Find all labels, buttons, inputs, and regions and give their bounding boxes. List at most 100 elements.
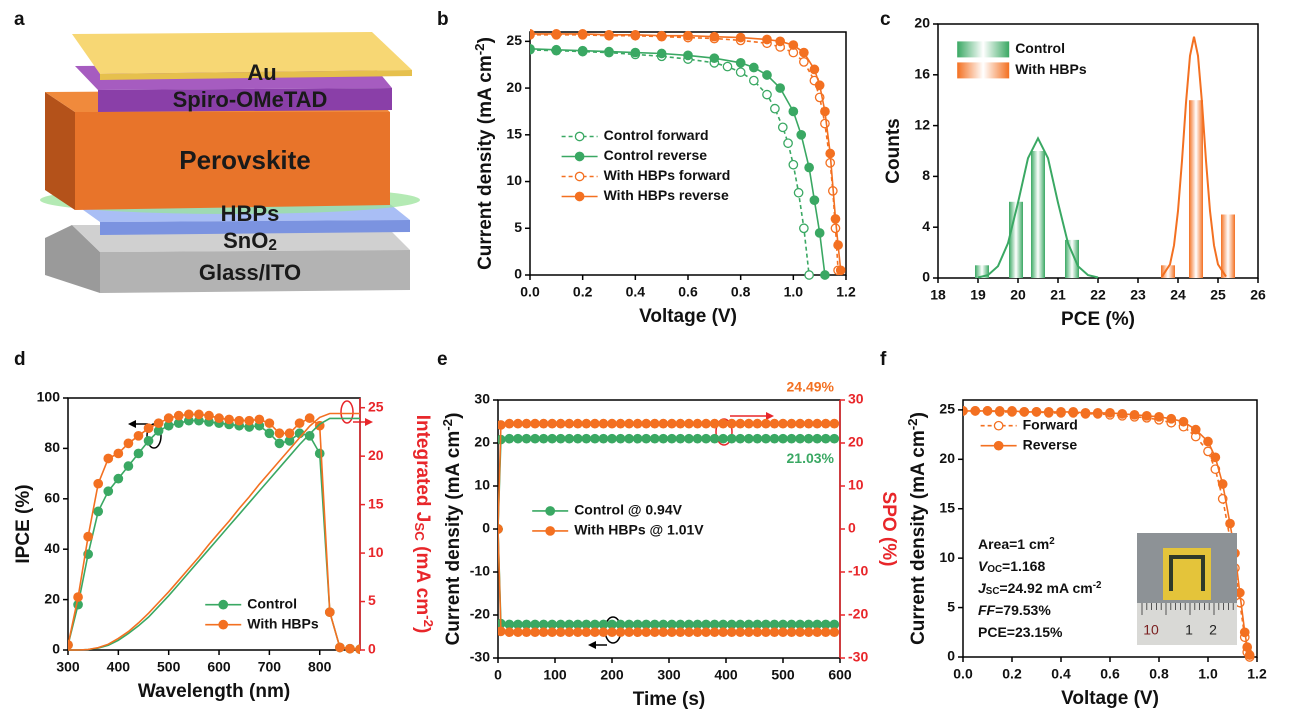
y-axis-title: Current density (mA cm-2) xyxy=(472,37,496,270)
data-point xyxy=(641,627,652,638)
data-point xyxy=(814,228,825,238)
y-tick-label: 40 xyxy=(44,540,60,556)
data-point xyxy=(641,433,652,444)
x-tick-label: 0.6 xyxy=(1100,666,1120,682)
y2-tick-label: -30 xyxy=(848,649,868,665)
layer-side xyxy=(45,225,100,293)
data-point xyxy=(1203,436,1213,447)
legend-label: With HBPs reverse xyxy=(604,187,729,203)
data-point xyxy=(775,83,786,93)
text-part: (mA cm xyxy=(412,541,433,615)
x-axis-title: PCE (%) xyxy=(1061,309,1135,330)
data-point xyxy=(607,418,617,429)
panel-label: a xyxy=(14,9,25,30)
data-point xyxy=(551,29,562,39)
y-tick-label: 12 xyxy=(914,116,930,132)
legend-marker xyxy=(993,440,1004,451)
legend-label: Reverse xyxy=(1023,436,1078,452)
arrow-head xyxy=(128,420,136,428)
bar xyxy=(1065,239,1079,278)
data-point xyxy=(530,418,540,429)
y2-tick-label: 25 xyxy=(368,398,384,414)
data-point xyxy=(812,627,823,638)
legend-marker xyxy=(545,526,556,536)
data-point xyxy=(709,627,720,638)
legend-label: With HBPs xyxy=(247,615,319,631)
x-tick-label: 0.0 xyxy=(953,666,973,682)
layer-label: Perovskite xyxy=(179,145,311,175)
y2-tick-label: 20 xyxy=(848,434,864,450)
data-point xyxy=(799,223,809,234)
data-point xyxy=(547,418,558,429)
legend-label: Forward xyxy=(1023,416,1078,432)
text-part: Current density (mA cm xyxy=(908,430,929,645)
y-tick-label: 10 xyxy=(474,477,490,493)
data-point xyxy=(604,46,614,57)
layer-front xyxy=(100,250,410,293)
data-point xyxy=(598,418,609,429)
data-point xyxy=(692,627,703,638)
legend-label: With HBPs @ 1.01V xyxy=(574,522,704,538)
data-point xyxy=(1239,627,1250,638)
y-axis-title: IPCE (%) xyxy=(13,484,34,563)
y-tick-label: 100 xyxy=(37,389,61,405)
legend-label: Control xyxy=(247,595,297,611)
data-point xyxy=(123,461,134,471)
data-point xyxy=(113,473,124,484)
data-point xyxy=(530,627,540,638)
y-tick-label: 60 xyxy=(44,490,60,506)
layer-label: Glass/ITO xyxy=(199,260,301,285)
data-point xyxy=(752,627,763,638)
text-part: V xyxy=(978,558,989,574)
data-point xyxy=(1056,407,1066,417)
data-point xyxy=(743,627,754,638)
data-point xyxy=(1242,642,1253,652)
x-axis-title: Wavelength (nm) xyxy=(138,681,290,702)
text-part: -2 xyxy=(421,615,436,627)
data-point xyxy=(722,61,733,72)
data-point xyxy=(786,418,797,429)
data-point xyxy=(777,122,788,133)
x-tick-label: 500 xyxy=(157,659,181,675)
data-point xyxy=(284,428,295,439)
data-point xyxy=(788,106,799,117)
x-axis-title: Voltage (V) xyxy=(639,306,737,327)
data-point xyxy=(1217,479,1228,489)
data-point xyxy=(793,187,804,198)
data-point xyxy=(555,433,566,444)
data-point xyxy=(963,406,968,416)
y-tick-label: 10 xyxy=(506,172,522,188)
data-point xyxy=(598,433,609,444)
data-point xyxy=(581,433,592,444)
data-point xyxy=(538,627,549,638)
x-tick-label: 500 xyxy=(771,667,795,683)
data-point xyxy=(93,506,104,517)
data-point xyxy=(786,433,797,444)
legend-marker xyxy=(545,506,556,516)
data-point xyxy=(1225,518,1235,529)
arrow-head xyxy=(588,641,596,649)
data-point xyxy=(133,448,144,459)
data-point xyxy=(820,118,830,129)
series-line xyxy=(498,528,835,633)
data-point xyxy=(513,418,523,429)
text-part: ) xyxy=(443,413,464,419)
data-point xyxy=(752,433,763,444)
x-tick-label: 23 xyxy=(1130,287,1146,303)
data-point xyxy=(709,31,720,42)
data-point xyxy=(581,627,592,638)
panel-label: f xyxy=(880,349,887,370)
data-point xyxy=(153,418,164,429)
data-point xyxy=(666,418,677,429)
data-point xyxy=(735,32,746,43)
x-tick-label: 200 xyxy=(600,667,624,683)
data-point xyxy=(1105,407,1115,418)
data-point xyxy=(778,627,788,638)
data-point xyxy=(726,627,737,638)
x-tick-label: 21 xyxy=(1050,287,1066,303)
data-point xyxy=(809,64,820,75)
legend-label: With HBPs forward xyxy=(604,167,731,183)
data-point xyxy=(748,62,759,73)
y2-tick-label: 30 xyxy=(848,391,864,407)
fit-line xyxy=(977,136,1099,279)
